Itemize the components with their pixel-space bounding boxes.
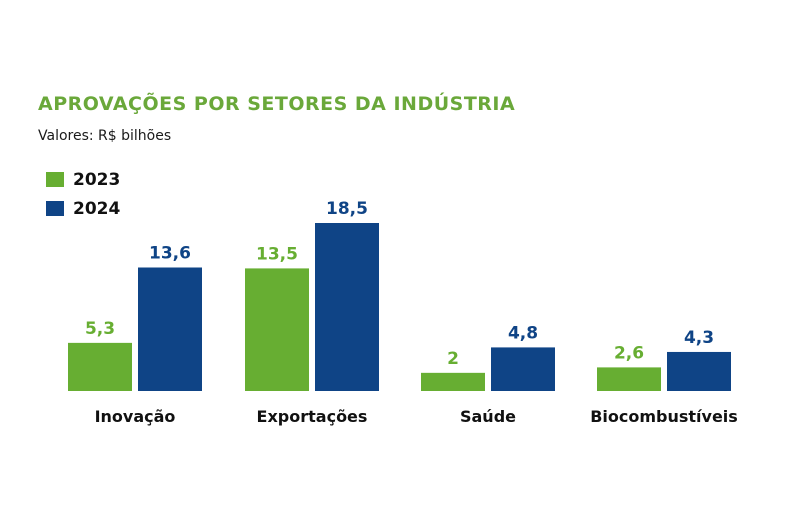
chart-subtitle: Valores: R$ bilhões: [38, 128, 172, 144]
bar-2023-2: [421, 372, 485, 391]
data-label-2024-0: 13,6: [149, 243, 191, 263]
category-label-1: Exportações: [257, 407, 368, 426]
category-label-2: Saúde: [460, 407, 516, 426]
legend-swatch-2023: [46, 172, 64, 187]
data-label-2024-2: 4,8: [508, 323, 538, 343]
data-label-2023-2: 2: [447, 349, 459, 369]
legend-item-2023: 2023: [46, 165, 120, 194]
legend-label-2023: 2023: [73, 169, 121, 190]
category-label-3: Biocombustíveis: [590, 407, 738, 426]
data-label-2023-3: 2,6: [614, 343, 644, 363]
legend-label-2024: 2024: [73, 198, 121, 219]
bar-2023-3: [597, 367, 661, 391]
bar-group-2: 2 4,8 Saúde: [421, 323, 555, 426]
data-label-2023-1: 13,5: [256, 244, 298, 264]
bar-group-1: 13,5 18,5 Exportações: [245, 199, 379, 426]
bar-2024-3: [667, 351, 731, 391]
chart-title: APROVAÇÕES POR SETORES DA INDÚSTRIA: [38, 93, 516, 115]
legend: 2023 2024: [46, 165, 120, 223]
bar-group-0: 5,3 13,6 Inovação: [68, 243, 202, 426]
bar-group-3: 2,6 4,3 Biocombustíveis: [590, 328, 738, 426]
bar-2024-0: [138, 267, 202, 391]
data-label-2024-1: 18,5: [326, 199, 368, 219]
category-label-0: Inovação: [95, 407, 176, 426]
bar-2024-2: [491, 347, 555, 391]
bar-2023-0: [68, 342, 132, 391]
data-label-2024-3: 4,3: [684, 328, 714, 348]
legend-swatch-2024: [46, 201, 64, 216]
data-label-2023-0: 5,3: [85, 319, 115, 339]
bar-2023-1: [245, 268, 309, 391]
bar-2024-1: [315, 223, 379, 391]
legend-item-2024: 2024: [46, 194, 120, 223]
